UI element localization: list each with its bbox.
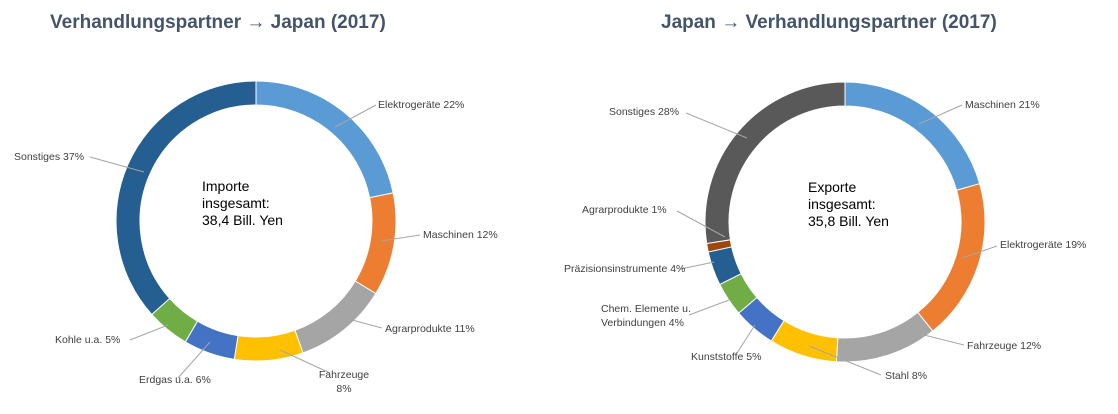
import-center-text: Importe insgesamt: 38,4 Bill. Yen xyxy=(202,178,283,229)
donut-slice xyxy=(704,81,846,245)
slice-label: Sonstiges 37% xyxy=(14,151,84,163)
donut-slice xyxy=(354,192,397,295)
export-chart-panel: Japan → Verhandlungspartner (2017) Masch… xyxy=(559,0,1118,414)
donut-slice xyxy=(115,80,257,316)
leader-line xyxy=(334,104,377,128)
import-donut-chart: Elektrogeräte 22% Maschinen 12% Agrarprodu… xyxy=(14,80,498,395)
leader-line xyxy=(129,324,169,341)
slice-label: Elektrogeräte 19% xyxy=(1000,239,1086,251)
leader-line xyxy=(351,319,383,329)
center-text-line: 38,4 Bill. Yen xyxy=(202,212,283,228)
leader-line xyxy=(918,104,963,125)
leader-line xyxy=(279,349,331,374)
center-text-line: Importe xyxy=(202,178,250,194)
slice-label: Agrarprodukte 11% xyxy=(385,323,475,335)
donut-slice xyxy=(233,329,304,362)
slice-label: Erdgas u.a. 6% xyxy=(139,374,211,386)
leader-line xyxy=(676,210,726,238)
leader-line xyxy=(961,245,998,259)
slice-label: Stahl 8% xyxy=(885,370,927,382)
slice-label: Kohle u.a. 5% xyxy=(55,334,120,346)
export-center-text: Exporte insgesamt: 35,8 Bill. Yen xyxy=(808,179,889,230)
slice-label: Sonstiges 28% xyxy=(609,106,679,118)
slice-label: Maschinen 12% xyxy=(423,229,498,241)
slice-label: Elektrogeräte 22% xyxy=(378,99,464,111)
slice-label: Fahrzeuge 12% xyxy=(967,340,1041,352)
center-text-line: 35,8 Bill. Yen xyxy=(808,213,889,229)
import-chart-panel: Verhandlungspartner → Japan (2017) Elekt… xyxy=(14,12,498,395)
chart-title: Japan → Verhandlungspartner (2017) xyxy=(661,12,997,33)
donut-slice xyxy=(835,311,934,363)
slice-label: Agrarprodukte 1% xyxy=(582,204,667,216)
donut-slice xyxy=(294,280,377,354)
export-donut-chart: Maschinen 21% Elektrogeräte 19% Fahrzeuge … xyxy=(564,81,1086,382)
leader-line xyxy=(177,341,211,379)
leader-line xyxy=(808,345,882,376)
chart-title: Verhandlungspartner → Japan (2017) xyxy=(50,12,386,33)
leader-line xyxy=(680,261,715,270)
leader-line xyxy=(685,112,748,139)
center-text-line: Exporte xyxy=(808,179,857,195)
donut-slice xyxy=(917,183,986,332)
leader-line xyxy=(380,234,421,242)
leader-line xyxy=(688,299,730,316)
slice-label: Maschinen 21% xyxy=(965,99,1040,111)
leader-line xyxy=(736,324,756,354)
slice-label: Chem. Elemente u. Verbindungen 4% xyxy=(601,303,691,329)
slice-label: Präzisionsinstrumente 4% xyxy=(564,263,685,275)
leader-line xyxy=(89,156,145,173)
center-text-line: insgesamt: xyxy=(808,196,876,212)
donut-slice xyxy=(770,319,839,363)
slice-label: Kunststoffe 5% xyxy=(691,351,761,363)
leader-line xyxy=(923,334,965,346)
center-text-line: insgesamt: xyxy=(202,195,270,211)
slice-label: Fahrzeuge 8% xyxy=(319,369,369,395)
donut-slice xyxy=(844,81,981,191)
